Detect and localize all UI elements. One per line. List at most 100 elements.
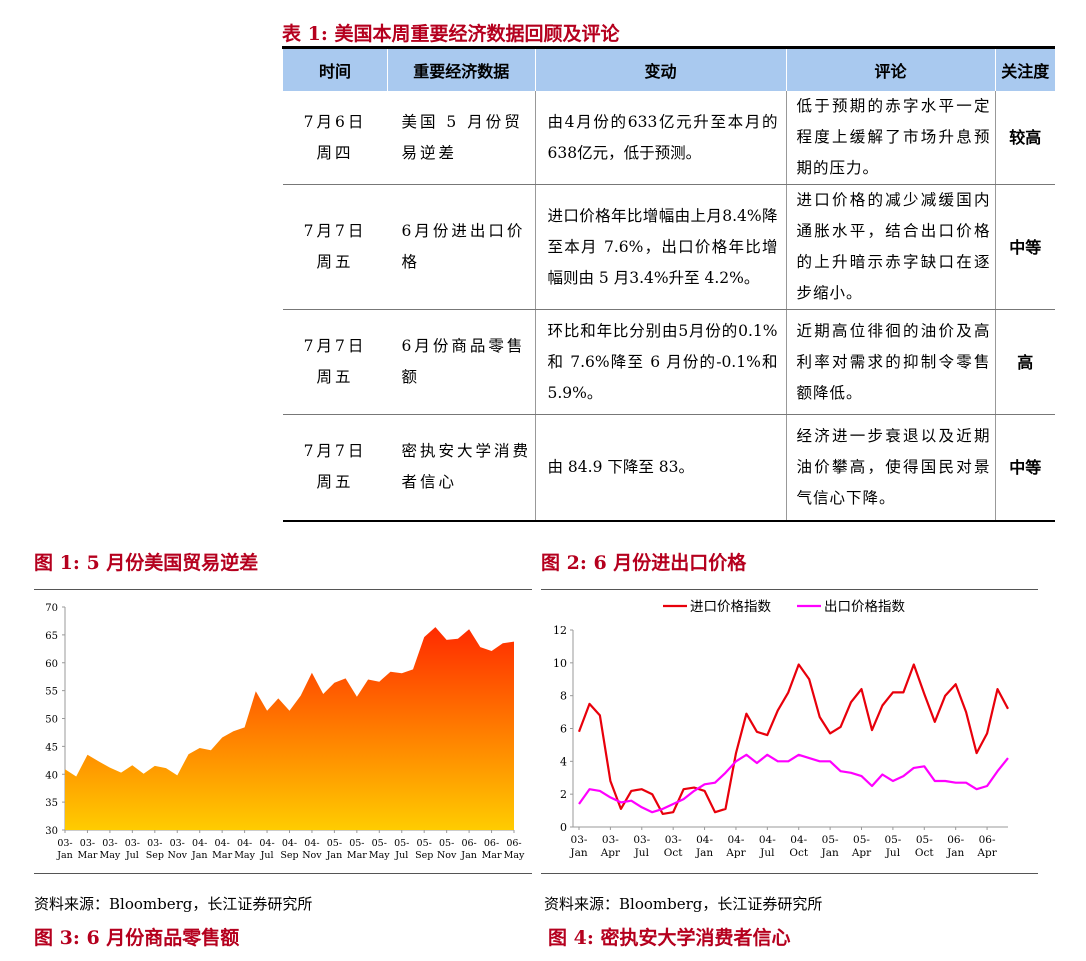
- date-cell: 7月7日周五: [282, 309, 388, 415]
- y-tick-label: 60: [45, 659, 58, 670]
- weekday: 周五: [316, 368, 354, 386]
- x-tick-label-month: May: [369, 850, 390, 861]
- x-tick-label-month: Nov: [168, 850, 188, 861]
- data-name-cell: 美国 5 月份贸易逆差: [387, 91, 535, 185]
- weekday: 周五: [316, 253, 354, 271]
- x-tick-label-year: 03-: [147, 838, 162, 849]
- x-tick-label-month: May: [234, 850, 255, 861]
- date-cell: 7月7日周五: [282, 184, 388, 310]
- attention-cell: 中等: [994, 414, 1055, 522]
- y-tick-label: 2: [560, 788, 567, 801]
- x-tick-label-month: Jul: [260, 850, 274, 861]
- series-line-2: [578, 753, 1009, 814]
- weekday: 周四: [316, 143, 354, 162]
- x-tick-label-month: Sep: [280, 850, 298, 861]
- x-tick-label-month: Jan: [821, 847, 839, 859]
- x-tick-label-month: Jan: [569, 847, 587, 859]
- x-tick-label-year: 04-: [237, 838, 252, 849]
- table-row: 7月7日周五 6月份进出口价格 进口价格年比增幅由上月8.4%降至本月 7.6%…: [282, 184, 1055, 310]
- attention-cell: 较高: [994, 91, 1055, 185]
- x-tick-label-month: Jan: [326, 850, 343, 861]
- trade-deficit-area: [65, 627, 514, 830]
- table-title: 表 1: 美国本周重要经济数据回顾及评论: [282, 23, 620, 45]
- y-tick-label: 50: [45, 715, 58, 726]
- date: 7月7日: [303, 337, 367, 355]
- x-tick-label-month: Apr: [851, 847, 872, 859]
- x-tick-label-month: Oct: [664, 847, 683, 859]
- x-tick-label-year: 05-: [372, 838, 387, 849]
- y-tick-label: 4: [560, 755, 567, 768]
- x-tick-label-year: 05-: [394, 838, 409, 849]
- x-tick-label-year: 06-: [461, 838, 476, 849]
- x-tick-label-year: 05-: [417, 838, 432, 849]
- fig2-source: 资料来源：Bloomberg，长江证券研究所: [544, 895, 823, 913]
- x-tick-label-year: 05-: [853, 834, 870, 846]
- header-data: 重要经济数据: [387, 46, 535, 91]
- y-tick-label: 55: [45, 687, 58, 698]
- x-tick-label-month: Jul: [885, 847, 901, 859]
- x-tick-label-year: 05-: [822, 834, 839, 846]
- y-tick-label: 0: [560, 821, 567, 834]
- x-tick-label-year: 06-: [947, 834, 964, 846]
- x-tick-label-month: Jan: [460, 850, 477, 861]
- date-cell: 7月6日周四: [282, 91, 388, 185]
- fig2-bottom-rule: [541, 873, 1038, 874]
- legend-label-2: 出口价格指数: [824, 599, 905, 615]
- fig4-title: 图 4: 密执安大学消费者信心: [548, 927, 791, 949]
- x-tick-label-month: Oct: [789, 847, 808, 859]
- x-tick-label-year: 04-: [759, 834, 776, 846]
- x-tick-label-month: Jul: [634, 847, 650, 859]
- date: 7月6日: [303, 112, 367, 131]
- x-tick-label-month: Jan: [191, 850, 208, 861]
- y-tick-label: 8: [560, 690, 567, 703]
- data-name-cell: 密执安大学消费者信心: [387, 414, 535, 522]
- x-tick-label-month: May: [100, 850, 121, 861]
- fig1-bottom-rule: [34, 873, 532, 874]
- data-name-cell: 6月份进出口价格: [387, 184, 535, 310]
- y-tick-label: 30: [45, 826, 58, 837]
- x-tick-label-year: 03-: [80, 838, 95, 849]
- attention-cell: 高: [994, 309, 1055, 415]
- x-tick-label-month: Mar: [347, 850, 367, 861]
- date-cell: 7月7日 周五: [282, 414, 388, 522]
- x-tick-label-month: Nov: [437, 850, 457, 861]
- x-tick-label-month: Apr: [725, 847, 746, 859]
- change-cell: 进口价格年比增幅由上月8.4%降至本月 7.6%，出口价格年比增幅则由 5 月3…: [534, 184, 786, 310]
- data-name-cell: 6月份商品零售额: [387, 309, 535, 415]
- comment-cell: 进口价格的减少减缓国内通胀水平，结合出口价格的上升暗示赤字缺口在逐步缩小。: [785, 184, 995, 310]
- x-tick-label-year: 03-: [102, 838, 117, 849]
- x-tick-label-month: Nov: [302, 850, 322, 861]
- x-tick-label-year: 05-: [916, 834, 933, 846]
- x-tick-label-year: 06-: [484, 838, 499, 849]
- change-cell: 由 84.9 下降至 83。: [534, 414, 786, 522]
- date: 7月7日: [303, 442, 367, 461]
- x-tick-label-month: Apr: [976, 847, 997, 859]
- x-tick-label-month: Jul: [759, 847, 775, 859]
- legend-label-1: 进口价格指数: [690, 599, 771, 615]
- fig1-top-rule: [34, 589, 532, 590]
- x-tick-label-year: 04-: [304, 838, 319, 849]
- y-tick-label: 6: [560, 723, 567, 736]
- x-tick-label-year: 04-: [214, 838, 229, 849]
- change-cell: 环比和年比分别由5月份的0.1%和 7.6%降至 6 月份的-0.1%和 5.9…: [534, 309, 786, 415]
- x-tick-label-year: 05-: [884, 834, 901, 846]
- y-tick-label: 40: [45, 770, 58, 781]
- fig3-title: 图 3: 6 月份商品零售额: [34, 927, 240, 949]
- fig1-title: 图 1: 5 月份美国贸易逆差: [34, 552, 259, 574]
- comment-cell: 低于预期的赤字水平一定程度上缓解了市场升息预期的压力。: [785, 91, 995, 185]
- x-tick-label-year: 04-: [696, 834, 713, 846]
- x-tick-label-year: 03-: [125, 838, 140, 849]
- x-tick-label-year: 03-: [571, 834, 588, 846]
- header-comment: 评论: [785, 46, 995, 91]
- x-tick-label-year: 05-: [327, 838, 342, 849]
- x-tick-label-month: May: [504, 850, 525, 861]
- x-tick-label-year: 03-: [57, 838, 72, 849]
- x-tick-label-month: Sep: [415, 850, 433, 861]
- x-tick-label-year: 04-: [790, 834, 807, 846]
- table-row: 7月6日 周四 美国 5 月份贸易逆差 由4月份的633亿元升至本月的638亿元，…: [282, 91, 1055, 185]
- x-tick-label-year: 03-: [170, 838, 185, 849]
- x-tick-label-year: 05-: [349, 838, 364, 849]
- series-line-1: [577, 663, 1009, 815]
- date: 7月7日: [303, 222, 367, 240]
